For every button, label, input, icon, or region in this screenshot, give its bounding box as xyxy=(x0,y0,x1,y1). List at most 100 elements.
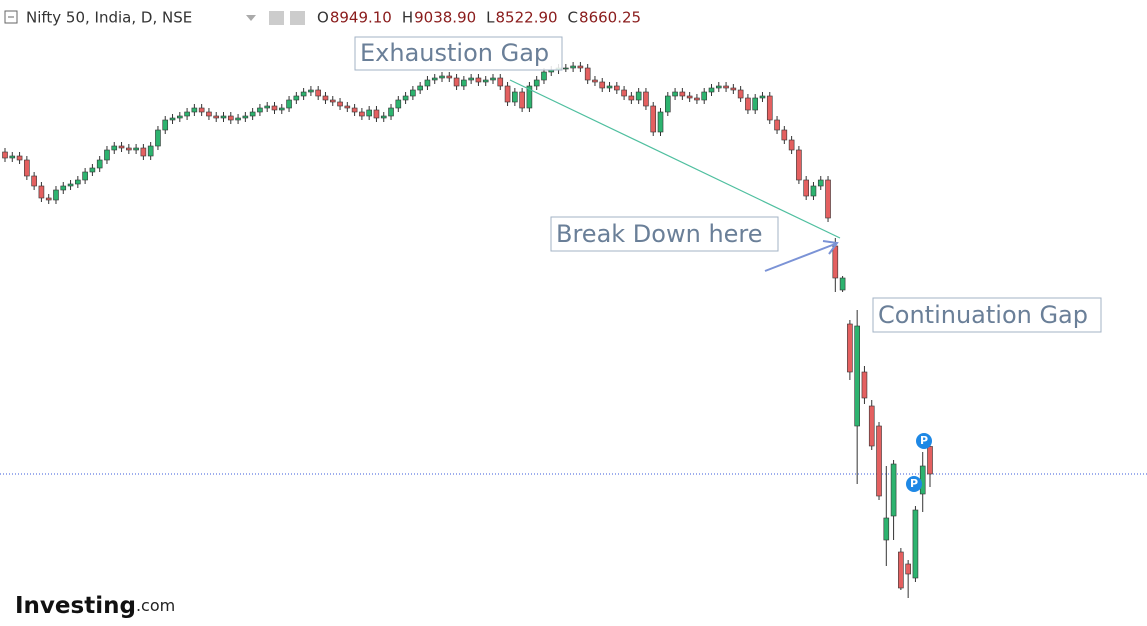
candle-body xyxy=(278,107,285,111)
candle-body xyxy=(839,277,846,291)
candle-body xyxy=(570,65,576,69)
p-marker[interactable] xyxy=(916,433,932,449)
candle-body xyxy=(133,147,139,151)
candle-body xyxy=(854,325,860,427)
candle-body xyxy=(24,159,30,177)
candle-body xyxy=(475,77,482,83)
candle-body xyxy=(2,151,8,159)
candle-body xyxy=(737,89,744,99)
candle-body xyxy=(912,509,919,579)
candle-body xyxy=(832,245,839,279)
brand-name: Investing xyxy=(15,593,136,619)
candle-body xyxy=(715,85,722,89)
candle-body xyxy=(191,107,198,113)
annotation: Break Down here xyxy=(556,220,763,248)
candle-body xyxy=(672,91,678,97)
candle-body xyxy=(155,129,161,147)
candle-body xyxy=(118,145,125,149)
candle-body xyxy=(242,115,249,119)
candle-body xyxy=(249,111,256,117)
ohlc-key: L xyxy=(486,9,495,27)
ohlc-key: C xyxy=(568,9,578,27)
candle-body xyxy=(664,95,671,113)
candle-body xyxy=(701,91,708,101)
candle-body xyxy=(337,101,343,107)
settings-icon[interactable] xyxy=(290,11,305,25)
candle-body xyxy=(497,77,504,87)
candle-body xyxy=(679,91,686,97)
collapse-icon[interactable] xyxy=(4,10,18,24)
candle-body xyxy=(162,119,169,131)
candle-body xyxy=(213,115,220,119)
ohlc-key: O xyxy=(317,9,329,27)
header: Nifty 50, India, D, NSE O 8949.10 H 9038.90… xyxy=(4,9,641,27)
candle-body xyxy=(468,77,474,81)
candle-body xyxy=(198,107,205,113)
candle-body xyxy=(308,89,314,93)
candle-body xyxy=(45,197,52,201)
candle-body xyxy=(140,147,147,157)
ohlc-value: 8660.25 xyxy=(579,9,641,27)
candle-body xyxy=(424,79,431,87)
candle-body xyxy=(453,77,460,87)
ohlc-value: 8949.10 xyxy=(330,9,392,27)
candle-body xyxy=(512,91,518,103)
candle-body xyxy=(96,159,103,169)
candle-body xyxy=(53,189,59,201)
candle-body xyxy=(730,87,737,91)
dropdown-caret[interactable] xyxy=(246,15,256,21)
candle-body xyxy=(803,179,809,197)
candle-body xyxy=(847,323,853,373)
candle-body xyxy=(541,71,547,81)
candle-body xyxy=(766,95,773,121)
p-marker-icon: P xyxy=(910,477,918,490)
annotation-box xyxy=(872,297,1102,333)
candle-body xyxy=(446,75,453,79)
candle-body xyxy=(380,115,387,119)
candle-body xyxy=(614,85,620,91)
candle-body xyxy=(745,97,751,111)
annotation: Continuation Gap xyxy=(878,301,1088,329)
ohlc-key: H xyxy=(402,9,413,27)
candle-body xyxy=(519,91,525,109)
candle-body xyxy=(883,517,890,541)
candle-body xyxy=(890,463,897,517)
candle-body xyxy=(111,145,118,151)
candle-body xyxy=(788,139,795,151)
candle-body xyxy=(31,175,37,187)
p-markers: P P xyxy=(906,433,932,492)
candle-body xyxy=(315,89,321,97)
arrow-head xyxy=(822,240,839,255)
candle-body xyxy=(563,67,569,70)
annotation: Exhaustion Gap xyxy=(360,39,549,67)
candle-body xyxy=(147,145,154,157)
eye-icon[interactable] xyxy=(269,11,284,25)
ohlc-legend: O 8949.10 H 9038.90 L 8522.90 C 8660.25 xyxy=(317,9,641,27)
annotation-box xyxy=(550,216,779,252)
brand-logo: Investing.com xyxy=(15,593,175,619)
candle-body xyxy=(628,95,635,101)
candle-body xyxy=(206,111,212,117)
candle-body xyxy=(126,147,132,151)
candle-body xyxy=(322,95,329,101)
candle-body xyxy=(708,87,715,93)
candle-body xyxy=(257,107,263,113)
candle-body xyxy=(461,79,467,87)
ohlc-value: 9038.90 xyxy=(414,9,476,27)
candle-body xyxy=(533,79,540,87)
candle-body xyxy=(796,149,802,181)
candle-body xyxy=(861,371,868,399)
candle-body xyxy=(686,95,693,99)
candle-body xyxy=(38,185,45,199)
candle-body xyxy=(104,149,110,161)
candle-body xyxy=(75,179,81,185)
p-marker[interactable] xyxy=(906,476,922,492)
candle-body xyxy=(177,115,183,119)
candle-body xyxy=(439,75,445,79)
candle-body xyxy=(905,563,911,575)
candle-body xyxy=(898,551,904,589)
candle-body xyxy=(650,105,657,133)
candle-body xyxy=(657,111,664,133)
candle-body xyxy=(227,115,234,121)
